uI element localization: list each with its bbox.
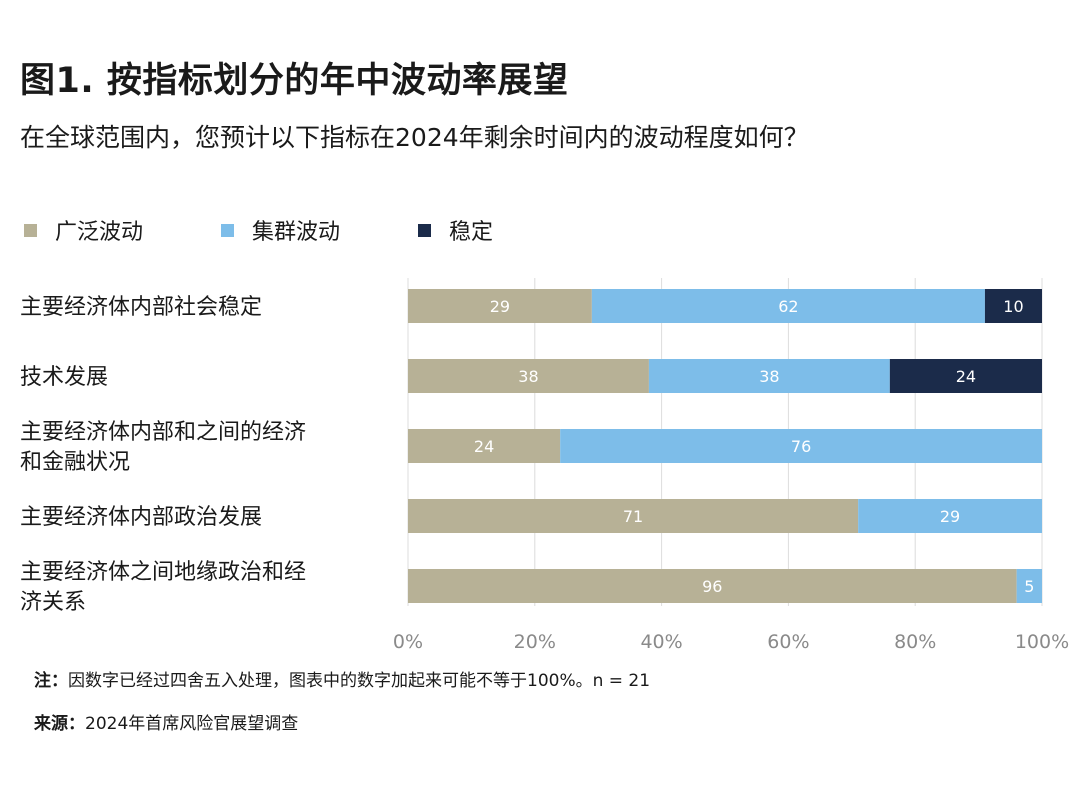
x-tick-label: 80% xyxy=(894,631,936,653)
bar-segment xyxy=(408,569,1017,603)
data-label: 38 xyxy=(518,367,538,386)
footnote: 注：因数字已经过四舍五入处理，图表中的数字加起来可能不等于100%。n = 21 xyxy=(34,666,650,691)
source-text: 2024年首席风险官展望调查 xyxy=(85,714,299,734)
source-note: 来源：2024年首席风险官展望调查 xyxy=(34,709,298,734)
data-label: 24 xyxy=(474,437,494,456)
data-label: 76 xyxy=(791,437,811,456)
data-label: 71 xyxy=(623,507,643,526)
footnote-text: 因数字已经过四舍五入处理，图表中的数字加起来可能不等于100%。n = 21 xyxy=(68,671,651,691)
data-label: 29 xyxy=(940,507,960,526)
legend-item-cluster: 集群波动 xyxy=(221,214,340,246)
chart-title: 图1. 按指标划分的年中波动率展望 xyxy=(20,61,569,101)
category-label: 济关系 xyxy=(20,590,86,615)
data-label: 62 xyxy=(778,297,798,316)
data-label: 38 xyxy=(759,367,779,386)
category-label: 主要经济体内部社会稳定 xyxy=(20,295,262,320)
data-label: 96 xyxy=(702,577,722,596)
bar-segment xyxy=(408,289,592,323)
data-label: 24 xyxy=(956,367,976,386)
category-label: 主要经济体内部和之间的经济 xyxy=(20,420,306,445)
data-label: 10 xyxy=(1003,297,1023,316)
bar-segment xyxy=(984,289,1042,323)
legend-label-stable: 稳定 xyxy=(449,220,494,245)
chart-subtitle: 在全球范围内，您预计以下指标在2024年剩余时间内的波动程度如何？ xyxy=(20,123,809,152)
legend-label-cluster: 集群波动 xyxy=(252,220,341,245)
legend-swatch-wide xyxy=(24,223,37,237)
legend-item-wide: 广泛波动 xyxy=(24,214,143,246)
data-label: 29 xyxy=(490,297,510,316)
source-label: 来源： xyxy=(34,714,85,734)
legend-swatch-cluster xyxy=(221,223,235,237)
x-tick-label: 100% xyxy=(1015,631,1069,653)
bar-segment xyxy=(889,359,1042,393)
bar-segment xyxy=(1016,569,1042,603)
chart-legend: 广泛波动 集群波动 稳定 xyxy=(24,214,571,246)
x-tick-label: 20% xyxy=(514,631,556,653)
x-tick-label: 60% xyxy=(767,631,809,653)
legend-swatch-stable xyxy=(418,223,432,237)
legend-item-stable: 稳定 xyxy=(418,214,493,246)
bar-segment xyxy=(858,499,1042,533)
x-tick-label: 0% xyxy=(393,631,423,653)
legend-label-wide: 广泛波动 xyxy=(55,220,144,245)
bar-segment xyxy=(591,289,985,323)
footnote-label: 注： xyxy=(34,671,68,691)
category-label: 和金融状况 xyxy=(20,450,130,475)
category-label: 主要经济体之间地缘政治和经 xyxy=(20,560,306,585)
x-tick-label: 40% xyxy=(640,631,682,653)
category-label: 主要经济体内部政治发展 xyxy=(20,505,262,530)
bar-segment xyxy=(648,359,890,393)
category-label: 技术发展 xyxy=(20,365,108,390)
bar-segment xyxy=(560,429,1042,463)
bar-segment xyxy=(408,499,859,533)
data-label: 5 xyxy=(1024,577,1034,596)
bar-segment xyxy=(408,429,561,463)
bar-segment xyxy=(408,359,649,393)
